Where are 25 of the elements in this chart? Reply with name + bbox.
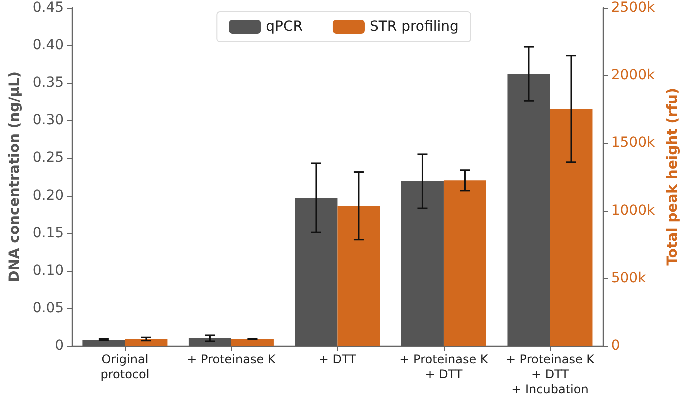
y2-tick-label: 2500k <box>611 0 656 16</box>
y-tick-label: 0.20 <box>32 188 64 204</box>
y-tick-label: 0.35 <box>32 75 64 92</box>
y-tick-label: 0.45 <box>32 0 64 16</box>
y-tick-label: 0.10 <box>32 262 64 279</box>
x-tick-label: + Proteinase K + DTT + Incubation <box>506 352 596 396</box>
legend-label: STR profiling <box>370 19 459 35</box>
y2-tick-label: 1000k <box>611 202 656 219</box>
y-tick-label: 0.15 <box>32 225 64 242</box>
y-tick-label: 0.25 <box>32 150 64 166</box>
y2-tick-label: 500k <box>611 270 648 286</box>
y-tick-label: 0 <box>55 338 64 354</box>
x-tick-label: + Proteinase K <box>187 352 277 366</box>
y-tick-label: 0.05 <box>32 300 64 316</box>
y-tick-label: 0.40 <box>32 38 64 54</box>
x-tick-label: Original protocol <box>100 352 150 382</box>
y-tick-label: 0.30 <box>32 112 64 129</box>
y2-tick-label: 2000k <box>611 68 656 84</box>
x-tick-label: + DTT <box>318 352 358 366</box>
legend-label: qPCR <box>266 19 304 35</box>
y2-tick-label: 0 <box>611 338 620 354</box>
y2-axis-title: Total peak height (rfu) <box>665 88 681 266</box>
x-tick-label: + Proteinase K + DTT <box>400 352 490 382</box>
y-axis-title: DNA concentration (ng/μL) <box>7 72 23 282</box>
y2-tick-label: 1500k <box>611 135 656 152</box>
